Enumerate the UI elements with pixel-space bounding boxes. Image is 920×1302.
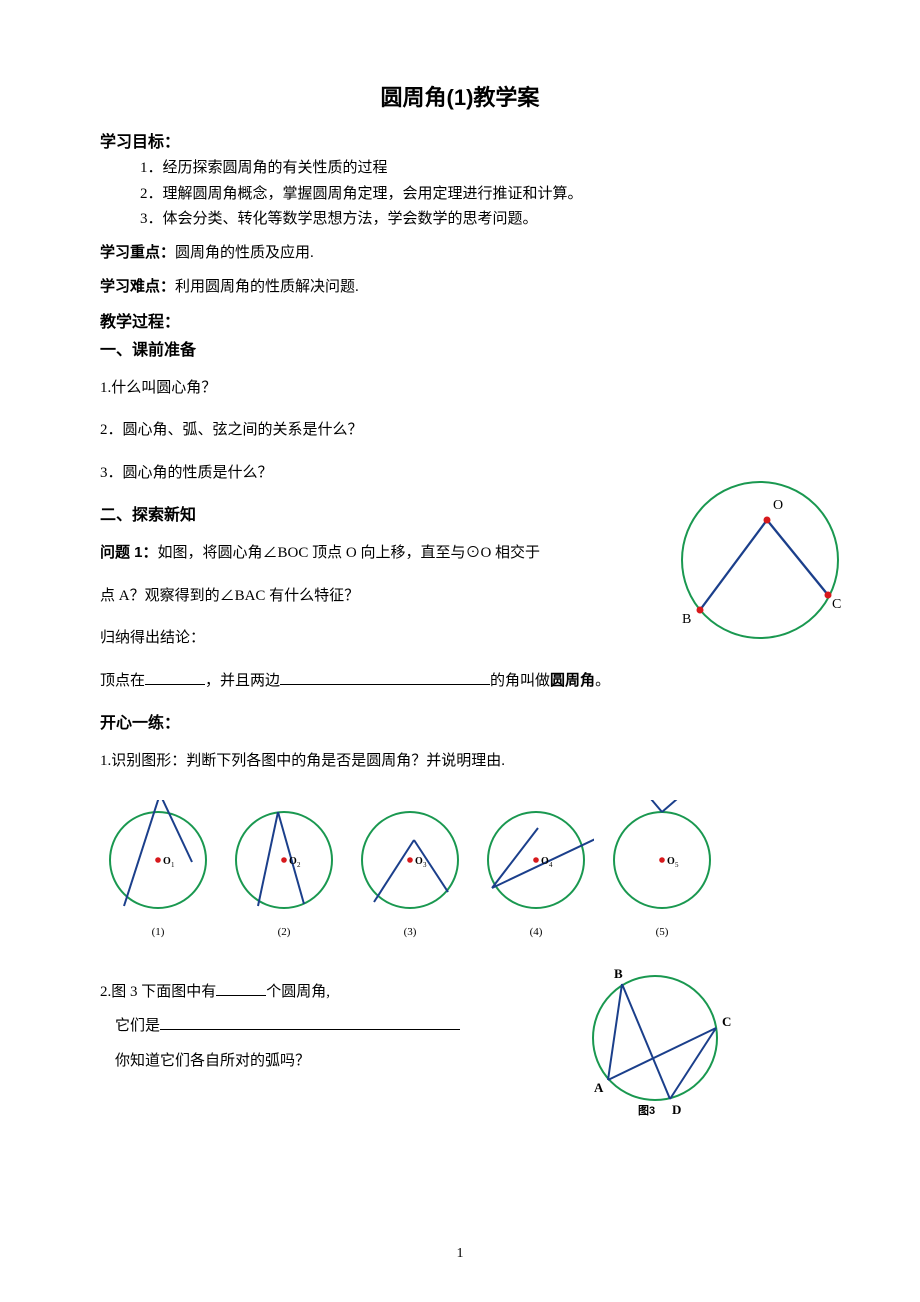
subfig-3: O3 (3) bbox=[352, 800, 468, 938]
prep-q1: 1.什么叫圆心角？ bbox=[100, 374, 820, 403]
conclusion-sentence: 顶点在 ，并且两边 的角叫做圆周角。 bbox=[100, 667, 820, 696]
blank-2 bbox=[280, 669, 490, 685]
svg-text:D: D bbox=[672, 1102, 681, 1117]
focus-line: 学习重点：圆周角的性质及应用. bbox=[100, 239, 820, 268]
svg-text:O: O bbox=[163, 856, 171, 867]
subfig-caption: (4) bbox=[530, 926, 543, 938]
blank-4 bbox=[160, 1014, 460, 1030]
goal-item: 2．理解圆周角概念，掌握圆周角定理，会用定理进行推证和计算。 bbox=[140, 182, 820, 208]
svg-text:2: 2 bbox=[297, 861, 301, 869]
goals-list: 1．经历探索圆周角的有关性质的过程 2．理解圆周角概念，掌握圆周角定理，会用定理… bbox=[100, 156, 820, 233]
svg-text:3: 3 bbox=[423, 861, 427, 869]
svg-text:O: O bbox=[415, 856, 423, 867]
main-figure-svg bbox=[670, 475, 850, 645]
process-heading: 教学过程： bbox=[100, 308, 820, 332]
subfig-svg: O5 bbox=[604, 800, 720, 920]
document-page: 圆周角(1)教学案 学习目标： 1．经历探索圆周角的有关性质的过程 2．理解圆周… bbox=[0, 0, 920, 1302]
svg-text:O: O bbox=[541, 856, 549, 867]
problem1-head: 问题 1： bbox=[100, 544, 158, 561]
figure-row: O1 (1) O2 (2) O3 (3) O4 (4) O5 (5) bbox=[100, 800, 820, 938]
subfig-1: O1 (1) bbox=[100, 800, 216, 938]
blank-1 bbox=[145, 669, 205, 685]
subfig-caption: (2) bbox=[278, 926, 291, 938]
focus-body: 圆周角的性质及应用. bbox=[175, 245, 314, 261]
subfig-svg: O4 bbox=[478, 800, 594, 920]
page-number: 1 bbox=[0, 1246, 920, 1262]
practice-q2-block: 2.图 3 下面图中有个圆周角, 它们是 你知道它们各自所对的弧吗？ ABCD图… bbox=[100, 978, 820, 1138]
svg-text:O: O bbox=[289, 856, 297, 867]
subfig-svg: O3 bbox=[352, 800, 468, 920]
svg-text:C: C bbox=[722, 1014, 731, 1029]
conc-c: 的角叫做 bbox=[490, 673, 550, 689]
svg-text:B: B bbox=[614, 968, 623, 981]
conc-tail: 。 bbox=[595, 673, 610, 689]
diff-head: 学习难点： bbox=[100, 278, 175, 295]
main-figure: O B C bbox=[670, 475, 850, 645]
svg-text:1: 1 bbox=[171, 861, 175, 869]
prep-q2: 2．圆心角、弧、弦之间的关系是什么？ bbox=[100, 416, 820, 445]
difficulty-line: 学习难点：利用圆周角的性质解决问题. bbox=[100, 273, 820, 302]
label-C: C bbox=[832, 597, 841, 613]
subfig-caption: (5) bbox=[656, 926, 669, 938]
problem1-body-a: 如图，将圆心角∠BOC 顶点 O 向上移，直至与⊙O 相交于 bbox=[158, 545, 541, 561]
svg-text:O: O bbox=[667, 856, 675, 867]
subfig-svg: O2 bbox=[226, 800, 342, 920]
prep-heading: 一、课前准备 bbox=[100, 336, 820, 360]
blank-3 bbox=[216, 980, 266, 996]
subfig-caption: (3) bbox=[404, 926, 417, 938]
goal-item: 3．体会分类、转化等数学思想方法，学会数学的思考问题。 bbox=[140, 207, 820, 233]
q2-a: 2.图 3 下面图中有 bbox=[100, 984, 216, 1000]
conc-b: ，并且两边 bbox=[205, 673, 280, 689]
diff-body: 利用圆周角的性质解决问题. bbox=[175, 279, 359, 295]
label-O: O bbox=[773, 498, 783, 514]
subfig-5: O5 (5) bbox=[604, 800, 720, 938]
svg-text:5: 5 bbox=[675, 861, 679, 869]
focus-head: 学习重点： bbox=[100, 244, 175, 261]
doc-title: 圆周角(1)教学案 bbox=[100, 80, 820, 112]
q2-c: 它们是 bbox=[115, 1018, 160, 1034]
practice-heading: 开心一练： bbox=[100, 709, 820, 733]
goals-heading: 学习目标： bbox=[100, 128, 820, 152]
conc-a: 顶点在 bbox=[100, 673, 145, 689]
subfig-2: O2 (2) bbox=[226, 800, 342, 938]
conc-term: 圆周角 bbox=[550, 672, 595, 689]
goal-item: 1．经历探索圆周角的有关性质的过程 bbox=[140, 156, 820, 182]
figure-3-svg: A B C D 图3 bbox=[580, 968, 740, 1118]
label-B: B bbox=[682, 612, 691, 628]
q2-b: 个圆周角, bbox=[266, 984, 330, 1000]
figure-3: A B C D 图3 bbox=[580, 968, 740, 1123]
subfig-caption: (1) bbox=[152, 926, 165, 938]
practice-q1: 1.识别图形：判断下列各图中的角是否是圆周角？并说明理由. bbox=[100, 747, 820, 776]
svg-text:图3: 图3 bbox=[638, 1104, 655, 1117]
subfig-svg: O1 bbox=[100, 800, 216, 920]
svg-text:A: A bbox=[594, 1080, 604, 1095]
subfig-4: O4 (4) bbox=[478, 800, 594, 938]
svg-text:4: 4 bbox=[549, 861, 553, 869]
